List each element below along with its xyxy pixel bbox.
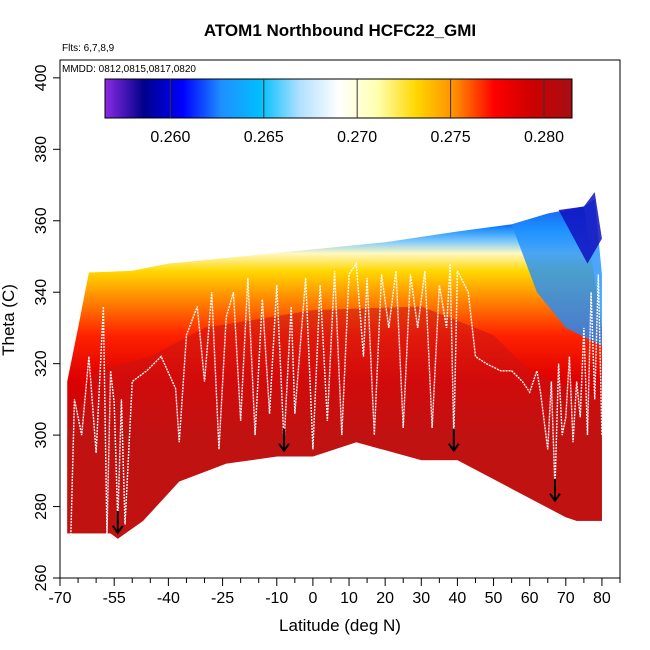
x-tick-label: 60: [521, 590, 539, 607]
x-tick-label: 0: [308, 590, 317, 607]
x-tick-label: -55: [103, 590, 126, 607]
plot-layer: [67, 192, 603, 539]
x-tick-label: -25: [211, 590, 234, 607]
chart-title: ATOM1 Northbound HCFC22_GMI: [204, 21, 476, 40]
x-axis-label: Latitude (deg N): [279, 616, 401, 635]
y-tick-label: 280: [33, 493, 50, 520]
plot-frame: [59, 59, 621, 579]
arrowhead: [111, 525, 124, 535]
x-tick-label: 10: [340, 590, 358, 607]
x-tick-label: 80: [593, 590, 611, 607]
colorbar-rect: [104, 78, 573, 119]
colorbar-tick-label: 0.260: [150, 129, 190, 146]
x-tick-label: -70: [48, 590, 71, 607]
colorbar-tick-label: 0.275: [431, 129, 471, 146]
y-tick-label: 380: [33, 136, 50, 163]
colorbar: 0.260 0.265 0.270 0.275 0.280: [104, 78, 573, 146]
flights-note: Flts: 6,7,8,9: [62, 43, 115, 54]
y-tick-label: 340: [33, 279, 50, 306]
colorbar-tick-label: 0.280: [524, 129, 564, 146]
y-tick-label: 300: [33, 422, 50, 449]
colorbar-tick-label: 0.270: [337, 129, 377, 146]
y-tick-label: 400: [33, 64, 50, 91]
y-tick-label: 320: [33, 350, 50, 377]
x-tick-label: 50: [485, 590, 503, 607]
arrowhead: [278, 443, 290, 453]
flight-track: [70, 261, 603, 536]
y-tick-label: 260: [33, 565, 50, 592]
x-tick-label: 20: [376, 590, 394, 607]
x-tick-label: -40: [157, 590, 180, 607]
x-tick-label: 40: [449, 590, 467, 607]
heatmap-high-lat-core: [558, 192, 602, 264]
mmdd-note: MMDD: 0812,0815,0817,0820: [62, 64, 196, 75]
axes: -70 -55 -40 -25 -10 0 10 20 30 40 50 60 70 80 260 280 30…: [33, 64, 621, 607]
x-tick-label: 30: [412, 590, 430, 607]
x-tick-label: -10: [265, 590, 288, 607]
heatmap-core: [67, 306, 602, 539]
arrowhead: [447, 443, 460, 453]
y-axis-label: Theta (C): [0, 284, 18, 356]
x-tick-label: 70: [557, 590, 575, 607]
arrowhead: [549, 493, 561, 503]
y-tick-label: 360: [33, 207, 50, 234]
colorbar-tick-label: 0.265: [244, 129, 284, 146]
